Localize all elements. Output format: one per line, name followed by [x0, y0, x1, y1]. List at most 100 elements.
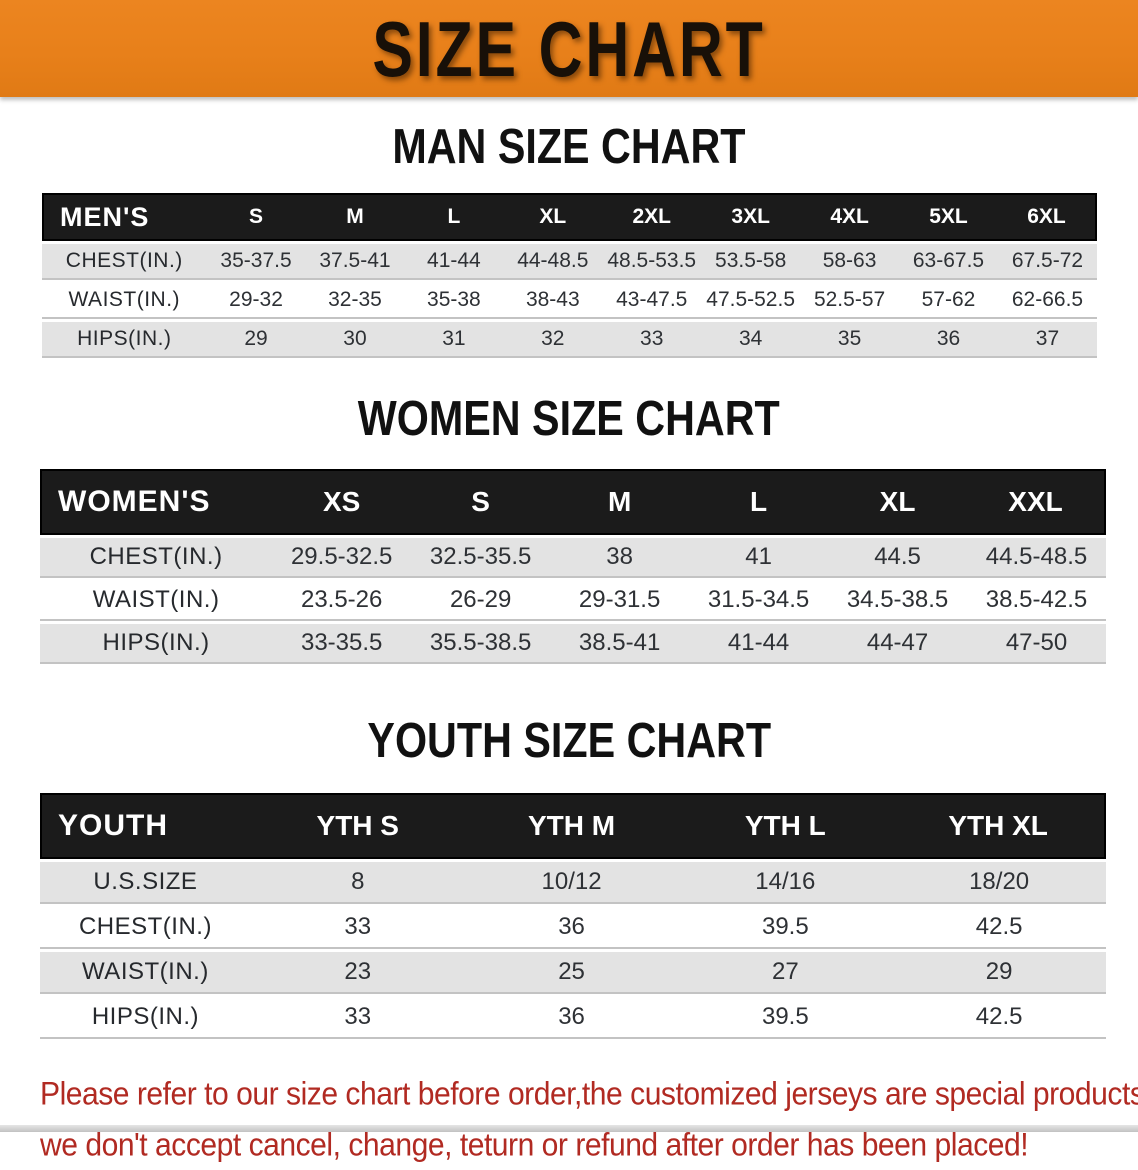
size-col-header: YTH L	[678, 793, 893, 859]
size-value-cell: 10/12	[464, 862, 679, 904]
table-row: CHEST(IN.) 35-37.5 37.5-41 41-44 44-48.5…	[42, 244, 1097, 280]
size-col-header: YTH M	[464, 793, 679, 859]
youth-section-title: YOUTH SIZE CHART	[0, 714, 1138, 769]
table-row: CHEST(IN.) 29.5-32.5 32.5-35.5 38 41 44.…	[40, 538, 1106, 578]
size-value-cell: 29-31.5	[550, 581, 690, 621]
banner: SIZE CHART	[0, 0, 1138, 97]
measure-row-label: U.S.SIZE	[40, 862, 251, 904]
size-value-cell: 33	[250, 997, 465, 1039]
women-header-row: WOMEN'S XS S M L XL XXL	[40, 469, 1106, 535]
size-value-cell: 33-35.5	[272, 624, 412, 664]
measure-row-label: CHEST(IN.)	[40, 538, 273, 578]
size-value-cell: 35-38	[404, 283, 504, 319]
size-value-cell: 23.5-26	[272, 581, 412, 621]
table-row: U.S.SIZE 8 10/12 14/16 18/20	[40, 862, 1106, 904]
size-value-cell: 34.5-38.5	[828, 581, 968, 621]
size-col-header: YTH XL	[892, 793, 1106, 859]
size-value-cell: 47-50	[967, 624, 1106, 664]
measure-row-label: HIPS(IN.)	[40, 997, 251, 1039]
men-size-table: MEN'S S M L XL 2XL 3XL 4XL 5XL 6XL CHEST…	[42, 190, 1097, 361]
size-value-cell: 31.5-34.5	[689, 581, 829, 621]
size-col-header: S	[206, 193, 306, 241]
size-value-cell: 38.5-42.5	[967, 581, 1106, 621]
disclaimer-line-1: Please refer to our size chart before or…	[40, 1075, 1138, 1112]
youth-size-table: YOUTH YTH S YTH M YTH L YTH XL U.S.SIZE …	[40, 790, 1106, 1042]
table-row: WAIST(IN.) 29-32 32-35 35-38 38-43 43-47…	[42, 283, 1097, 319]
size-value-cell: 44.5-48.5	[967, 538, 1106, 578]
size-value-cell: 34	[701, 322, 801, 358]
size-value-cell: 58-63	[800, 244, 900, 280]
measure-row-label: WAIST(IN.)	[42, 283, 207, 319]
size-value-cell: 44-47	[828, 624, 968, 664]
women-section-title-text: WOMEN SIZE CHART	[358, 391, 780, 447]
size-value-cell: 23	[250, 952, 465, 994]
size-col-header: 2XL	[602, 193, 702, 241]
size-value-cell: 33	[250, 907, 465, 949]
size-col-header: XL	[503, 193, 603, 241]
size-col-header: 5XL	[899, 193, 998, 241]
size-value-cell: 33	[602, 322, 702, 358]
size-value-cell: 67.5-72	[997, 244, 1097, 280]
size-value-cell: 39.5	[678, 997, 893, 1039]
men-header-label: MEN'S	[42, 193, 207, 241]
size-value-cell: 37.5-41	[305, 244, 405, 280]
size-value-cell: 32-35	[305, 283, 405, 319]
youth-section-title-text: YOUTH SIZE CHART	[367, 713, 771, 769]
size-value-cell: 44.5	[828, 538, 968, 578]
size-col-header: 4XL	[800, 193, 900, 241]
men-section-title-text: MAN SIZE CHART	[392, 119, 746, 175]
youth-section: YOUTH SIZE CHART YOUTH YTH S YTH M YTH L…	[0, 714, 1138, 1042]
size-value-cell: 41-44	[404, 244, 504, 280]
size-col-header: YTH S	[250, 793, 465, 859]
size-value-cell: 18/20	[892, 862, 1106, 904]
size-value-cell: 31	[404, 322, 504, 358]
women-size-table: WOMEN'S XS S M L XL XXL CHEST(IN.) 29.5-…	[40, 466, 1106, 667]
size-value-cell: 29	[892, 952, 1106, 994]
size-col-header: M	[305, 193, 405, 241]
size-col-header: S	[411, 469, 551, 535]
size-value-cell: 62-66.5	[997, 283, 1097, 319]
size-value-cell: 32	[503, 322, 603, 358]
size-value-cell: 8	[250, 862, 465, 904]
size-col-header: M	[550, 469, 690, 535]
table-row: HIPS(IN.) 29 30 31 32 33 34 35 36 37	[42, 322, 1097, 358]
size-col-header: 3XL	[701, 193, 801, 241]
size-value-cell: 29-32	[206, 283, 306, 319]
size-value-cell: 52.5-57	[800, 283, 900, 319]
size-col-header: XL	[828, 469, 968, 535]
youth-header-label: YOUTH	[40, 793, 251, 859]
size-value-cell: 36	[899, 322, 998, 358]
women-header-label: WOMEN'S	[40, 469, 273, 535]
measure-row-label: HIPS(IN.)	[42, 322, 207, 358]
size-value-cell: 44-48.5	[503, 244, 603, 280]
size-value-cell: 38.5-41	[550, 624, 690, 664]
size-value-cell: 41-44	[689, 624, 829, 664]
size-col-header: XS	[272, 469, 412, 535]
size-value-cell: 39.5	[678, 907, 893, 949]
size-value-cell: 26-29	[411, 581, 551, 621]
size-value-cell: 42.5	[892, 997, 1106, 1039]
measure-row-label: CHEST(IN.)	[42, 244, 207, 280]
women-section-title: WOMEN SIZE CHART	[0, 392, 1138, 447]
measure-row-label: WAIST(IN.)	[40, 581, 273, 621]
size-value-cell: 43-47.5	[602, 283, 702, 319]
size-col-header: XXL	[967, 469, 1106, 535]
size-value-cell: 41	[689, 538, 829, 578]
size-value-cell: 36	[464, 997, 679, 1039]
size-value-cell: 38-43	[503, 283, 603, 319]
youth-header-row: YOUTH YTH S YTH M YTH L YTH XL	[40, 793, 1106, 859]
measure-row-label: WAIST(IN.)	[40, 952, 251, 994]
size-col-header: L	[404, 193, 504, 241]
men-section-title: MAN SIZE CHART	[0, 120, 1138, 175]
table-row: HIPS(IN.) 33-35.5 35.5-38.5 38.5-41 41-4…	[40, 624, 1106, 664]
size-value-cell: 63-67.5	[899, 244, 998, 280]
size-value-cell: 29.5-32.5	[272, 538, 412, 578]
measure-row-label: HIPS(IN.)	[40, 624, 273, 664]
size-value-cell: 48.5-53.5	[602, 244, 702, 280]
size-value-cell: 36	[464, 907, 679, 949]
size-col-header: 6XL	[997, 193, 1097, 241]
size-value-cell: 29	[206, 322, 306, 358]
page-title: SIZE CHART	[372, 4, 766, 93]
table-row: WAIST(IN.) 23 25 27 29	[40, 952, 1106, 994]
